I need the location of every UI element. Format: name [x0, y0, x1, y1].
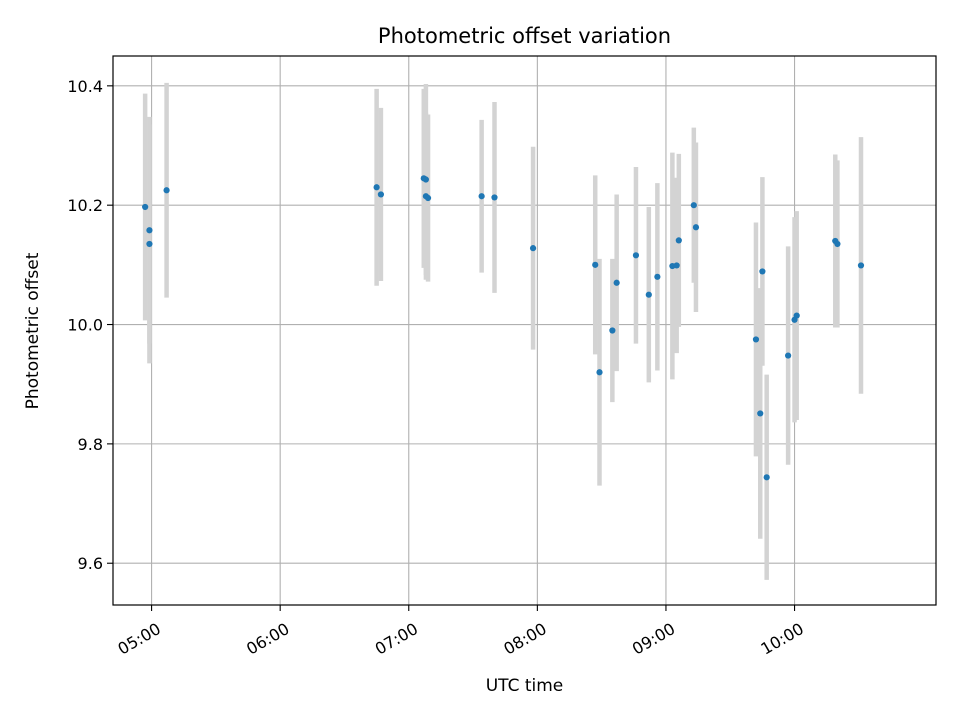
data-point [596, 369, 603, 376]
data-point [673, 262, 680, 269]
y-axis-ticks: 9.6 9.8 10.0 10.2 10.4 [67, 77, 113, 573]
data-point [609, 327, 616, 334]
data-point [424, 194, 432, 202]
y-tick-label: 10.2 [67, 196, 103, 215]
data-point [146, 227, 153, 234]
data-point [675, 237, 682, 244]
data-point [654, 273, 661, 280]
data-point [690, 202, 697, 209]
y-tick-label: 10.4 [67, 77, 103, 96]
data-point [529, 245, 537, 252]
data-point [763, 474, 770, 481]
x-axis-label: UTC time [486, 676, 564, 696]
data-point [759, 268, 766, 275]
data-point [857, 262, 865, 269]
y-tick-label: 9.6 [78, 554, 103, 573]
data-point [142, 203, 149, 211]
y-tick-label: 9.8 [78, 435, 103, 454]
plot-frame [112, 55, 937, 606]
y-axis-label: Photometric offset [23, 252, 43, 409]
data-point [592, 261, 599, 268]
data-point [377, 191, 385, 198]
data-point [373, 184, 380, 191]
data-point [491, 194, 498, 201]
y-tick-label: 10.0 [67, 316, 103, 335]
data-points [142, 175, 865, 481]
data-point [793, 312, 800, 319]
data-point [613, 279, 620, 286]
data-point [757, 410, 764, 417]
chart-title: Photometric offset variation [378, 24, 671, 48]
data-point [163, 187, 170, 194]
data-point [834, 240, 841, 248]
grid-lines [113, 56, 936, 605]
data-point [692, 224, 700, 231]
data-point [645, 291, 652, 298]
data-point [422, 176, 430, 183]
data-point [752, 336, 760, 343]
data-point [478, 193, 485, 200]
data-point [146, 240, 153, 248]
data-point [785, 352, 792, 359]
data-point [632, 252, 640, 259]
